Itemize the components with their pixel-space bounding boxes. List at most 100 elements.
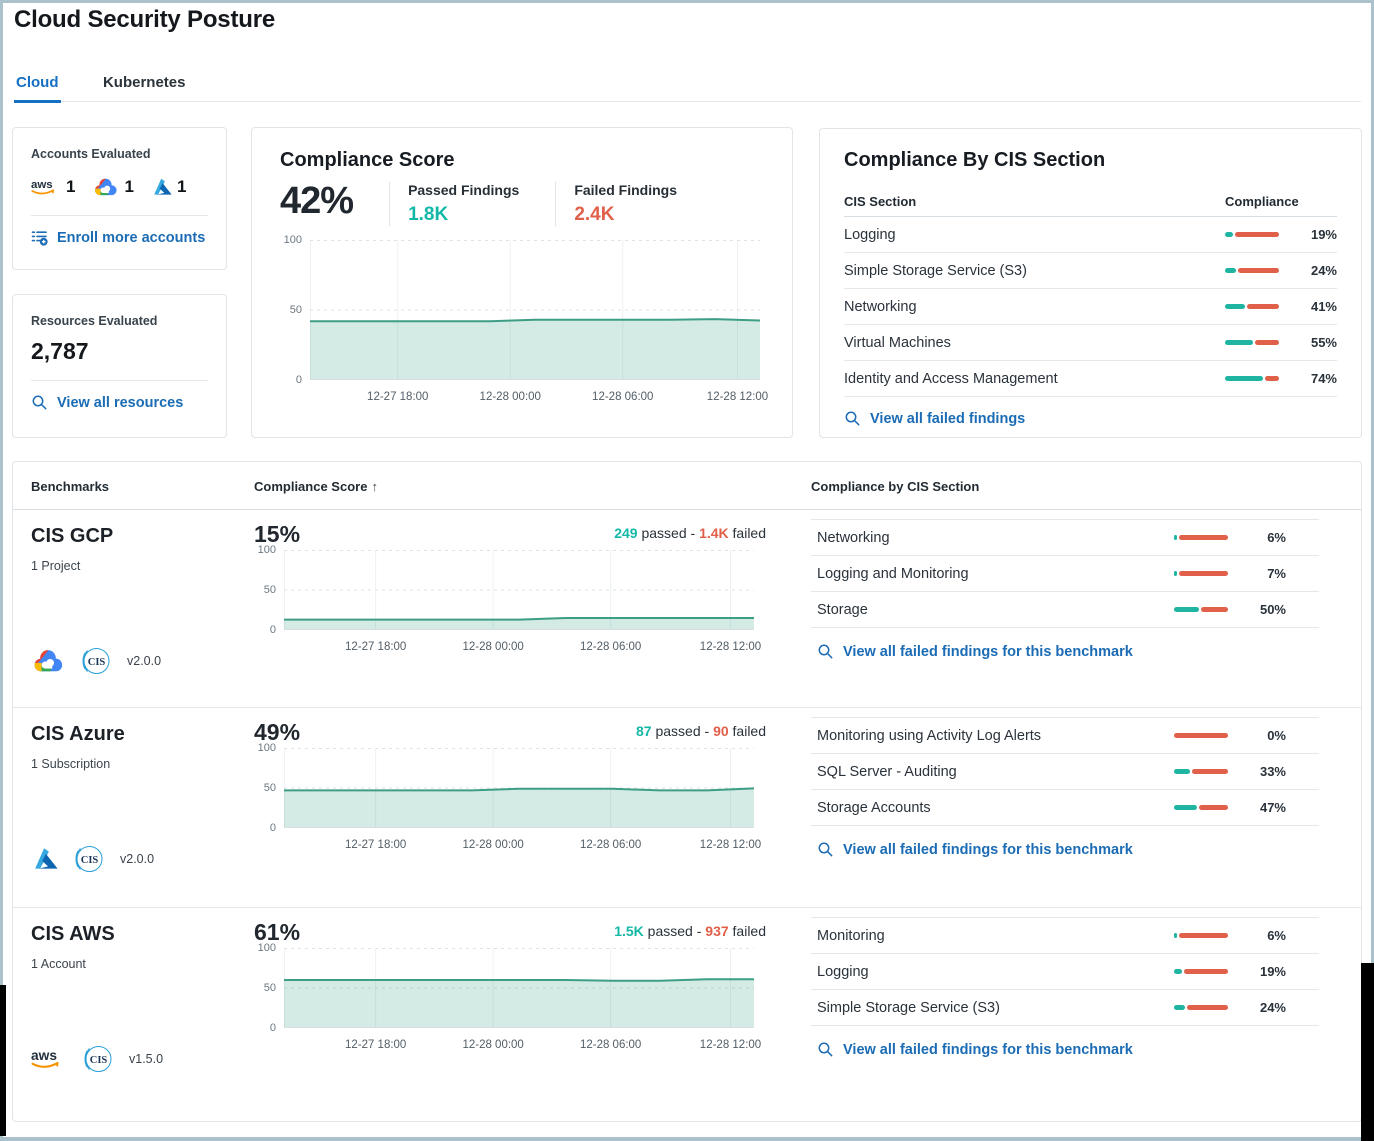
benchmark-sections: Networking 6% Logging and Monitoring 7% St… [811,519,1319,660]
search-icon [845,411,860,426]
cis-table-header: CIS Section Compliance [844,187,1337,217]
passed-findings-value: 1.8K [408,204,449,225]
divider [31,215,208,216]
benchmark-sections: Monitoring 6% Logging 19% Simple Storage S… [811,917,1319,1058]
section-row: Networking 6% [811,519,1319,556]
benchmarks-column-header: Benchmarks [31,479,110,494]
gcp-logo-icon [95,178,118,195]
benchmark-score-value: 15% [254,521,301,547]
tab-bar: Cloud Kubernetes [14,68,1361,103]
passed-failed-summary: 249 passed - 1.4K failed [614,525,766,541]
benchmark-score-block: 61% 1.5K passed - 937 failed 0 50 100 12-27… [254,919,766,1051]
passed-findings-label: Passed Findings [408,182,520,198]
compliance-bar [1174,769,1228,774]
overall-score-value: 42% [280,180,354,222]
cis-section-column-header: CIS Section [844,194,917,209]
view-failed-findings-benchmark-link[interactable]: View all failed findings for this benchm… [817,643,1319,660]
compliance-score-column-header[interactable]: Compliance Score ↑ [254,479,378,494]
svg-text:CIS: CIS [90,1055,108,1066]
search-icon [818,842,833,857]
benchmark-version: v2.0.0 [120,852,155,866]
benchmark-sections: Monitoring using Activity Log Alerts 0% S… [811,717,1319,858]
benchmark-row-cis-azure: CIS Azure 1 Subscription CIS v2.0.0 49% … [13,707,1361,907]
benchmark-scope: 1 Account [31,957,86,971]
benchmark-name: CIS GCP [31,525,114,547]
aws-account-count: aws 1 [31,177,76,196]
section-row: Monitoring using Activity Log Alerts 0% [811,717,1319,754]
benchmark-name: CIS Azure [31,723,125,745]
passed-failed-summary: 1.5K passed - 937 failed [614,923,766,939]
benchmark-badges: CIS v2.0.0 [31,643,161,679]
compliance-bar [1225,304,1279,309]
benchmark-score-value: 49% [254,719,301,745]
benchmark-trend-chart: 0 50 100 12-27 18:00 12-28 00:00 12-28 06:00 1… [257,942,762,1051]
enroll-more-accounts-link[interactable]: Enroll more accounts [31,229,208,246]
sort-ascending-icon: ↑ [371,479,378,494]
gcp-account-count: 1 [92,177,134,198]
benchmark-version: v1.5.0 [129,1052,164,1066]
benchmark-row-cis-aws: CIS AWS 1 Account aws CIS v1.5.0 61% 1.5… [13,907,1361,1123]
benchmark-score-block: 15% 249 passed - 1.4K failed 0 50 100 12-27… [254,521,766,653]
benchmark-score-value: 61% [254,919,301,945]
benchmark-badges: CIS v2.0.0 [31,841,154,877]
benchmark-trend-chart: 0 50 100 12-27 18:00 12-28 00:00 12-28 06:00 1… [257,544,762,653]
svg-text:aws: aws [31,1048,57,1063]
compliance-bar [1225,376,1279,381]
cis-row-s3: Simple Storage Service (S3) 24% [844,253,1337,289]
header-rule [13,509,1361,510]
gcp-logo-icon [34,649,63,671]
compliance-bar [1225,268,1279,273]
row-separator [13,707,1361,708]
section-row: Storage Accounts 47% [811,790,1319,826]
search-icon [818,644,833,659]
view-all-failed-findings-link[interactable]: View all failed findings [844,410,1337,427]
compliance-bar [1174,571,1228,576]
failed-findings-label: Failed Findings [574,182,677,198]
tab-cloud[interactable]: Cloud [14,68,61,103]
passed-failed-summary: 87 passed - 90 failed [636,723,766,739]
view-failed-findings-benchmark-link[interactable]: View all failed findings for this benchm… [817,1041,1319,1058]
compliance-bar [1174,805,1228,810]
section-row: Monitoring 6% [811,917,1319,954]
view-failed-findings-benchmark-link[interactable]: View all failed findings for this benchm… [817,841,1319,858]
compliance-bar [1174,1005,1228,1010]
sections-column-header: Compliance by CIS Section [811,479,980,494]
section-row: Logging and Monitoring 7% [811,556,1319,592]
benchmark-trend-chart: 0 50 100 12-27 18:00 12-28 00:00 12-28 06:00 1… [257,742,762,851]
cis-logo-icon: CIS [82,648,110,674]
cis-logo-icon: CIS [84,1046,112,1072]
compliance-bar [1174,733,1228,738]
failed-findings-stat: Failed Findings 2.4K [555,182,677,226]
benchmark-scope: 1 Subscription [31,757,111,771]
compliance-bar [1174,535,1228,540]
compliance-bar [1174,969,1228,974]
cis-row-networking: Networking 41% [844,289,1337,325]
compliance-column-header: Compliance [1225,194,1299,209]
benchmark-score-block: 49% 87 passed - 90 failed 0 50 100 12-27 18… [254,719,766,851]
page-title: Cloud Security Posture [14,6,275,33]
compliance-bar [1174,933,1228,938]
compliance-score-title: Compliance Score [280,149,455,171]
aws-logo-icon: aws [31,179,54,195]
resources-evaluated-card: Resources Evaluated 2,787 View all resou… [12,294,227,438]
view-all-resources-link[interactable]: View all resources [31,394,208,411]
score-summary: 42% Passed Findings 1.8K Failed Findings… [280,182,764,226]
cis-card-title: Compliance By CIS Section [844,149,1106,171]
divider [31,380,208,381]
screen-artifact-left [0,985,6,1136]
accounts-evaluated-card: Accounts Evaluated aws 1 1 1 Enroll more… [12,127,227,270]
resources-evaluated-title: Resources Evaluated [31,314,158,328]
search-icon [818,1042,833,1057]
section-row: Logging 19% [811,954,1319,990]
row-separator [13,907,1361,908]
benchmark-badges: aws CIS v1.5.0 [31,1041,163,1077]
tab-kubernetes[interactable]: Kubernetes [102,74,186,91]
benchmark-version: v2.0.0 [127,654,162,668]
compliance-score-card: Compliance Score 42% Passed Findings 1.8… [251,127,793,438]
svg-text:aws: aws [31,179,53,191]
cis-row-logging: Logging 19% [844,217,1337,253]
enroll-accounts-icon [31,231,48,246]
benchmark-name: CIS AWS [31,923,115,945]
azure-logo-icon [35,847,58,869]
cis-row-virtual-machines: Virtual Machines 55% [844,325,1337,361]
